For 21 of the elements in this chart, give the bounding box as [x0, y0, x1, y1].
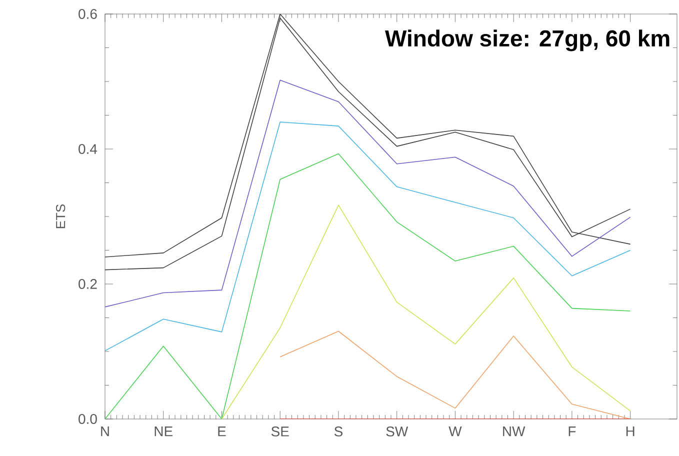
x-tick-label: NE	[154, 426, 172, 436]
y-tick-label: 0.6	[78, 9, 97, 19]
y-tick-label: 0.4	[78, 144, 98, 154]
text: Window size: 27gp, 60 km	[384, 30, 670, 52]
line-series	[105, 153, 631, 419]
y-tick-label: 0.0	[78, 414, 97, 424]
y-tick-label: 0.2	[78, 279, 97, 289]
x-tick-label: N	[101, 426, 109, 436]
x-tick-label: SE	[271, 426, 289, 436]
line-series	[280, 330, 631, 419]
y-axis-title: ETS	[56, 204, 66, 228]
line-series	[221, 204, 631, 419]
x-tick-label: NW	[503, 426, 526, 436]
x-tick-label: H	[626, 426, 634, 436]
x-tick-label: E	[218, 426, 226, 436]
x-tick-label: W	[448, 426, 462, 436]
line-series	[105, 122, 631, 352]
x-tick-label: S	[334, 426, 343, 436]
line-series	[105, 80, 631, 308]
x-tick-label: F	[568, 426, 576, 436]
x-tick-label: SW	[386, 426, 408, 436]
